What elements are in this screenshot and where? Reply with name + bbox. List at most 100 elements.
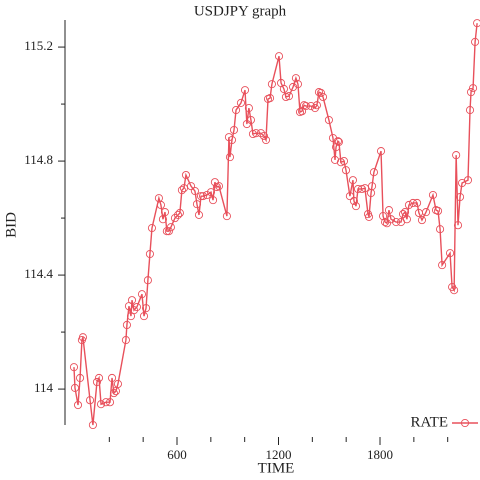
- marker: [222, 212, 231, 221]
- marker: [105, 398, 115, 407]
- marker: [227, 135, 237, 145]
- marker: [452, 151, 461, 160]
- marker: [96, 400, 106, 409]
- marker: [345, 192, 354, 201]
- marker: [306, 102, 316, 111]
- marker: [259, 131, 269, 141]
- marker: [348, 176, 357, 185]
- y-tick-label: 114.8: [24, 152, 53, 167]
- marker: [141, 304, 151, 313]
- y-tick-label: 114: [34, 380, 54, 395]
- marker: [186, 182, 196, 191]
- marker: [78, 333, 87, 342]
- marker: [208, 196, 218, 205]
- marker: [192, 200, 202, 209]
- legend-marker: [460, 418, 470, 428]
- marker: [333, 137, 342, 146]
- marker: [88, 420, 97, 430]
- marker: [274, 52, 284, 61]
- marker: [199, 192, 208, 201]
- marker: [473, 19, 480, 28]
- marker: [364, 212, 374, 221]
- marker: [92, 377, 102, 387]
- marker: [113, 379, 123, 389]
- marker: [279, 84, 288, 94]
- marker: [450, 286, 459, 295]
- marker: [240, 86, 250, 95]
- marker: [194, 210, 204, 219]
- marker: [69, 363, 79, 372]
- marker: [261, 135, 271, 145]
- marker: [244, 104, 253, 113]
- marker: [404, 200, 413, 210]
- marker: [297, 107, 307, 116]
- marker: [139, 312, 149, 321]
- marker: [156, 200, 165, 210]
- marker: [312, 101, 321, 110]
- marker: [107, 373, 117, 383]
- marker: [121, 336, 130, 345]
- marker: [143, 276, 152, 285]
- marker: [214, 182, 224, 191]
- marker: [251, 129, 261, 138]
- marker: [147, 224, 157, 233]
- marker: [291, 74, 300, 83]
- marker: [301, 102, 310, 111]
- marker: [175, 208, 184, 218]
- marker: [158, 215, 168, 224]
- marker: [76, 373, 85, 383]
- marker: [351, 202, 361, 211]
- marker: [160, 208, 170, 217]
- marker: [376, 147, 386, 156]
- marker: [453, 221, 463, 230]
- marker: [248, 129, 258, 139]
- marker: [177, 186, 186, 195]
- marker: [265, 94, 275, 103]
- marker: [463, 176, 473, 185]
- marker: [428, 190, 438, 200]
- marker: [164, 227, 173, 236]
- marker: [173, 210, 183, 219]
- marker: [421, 208, 431, 217]
- marker: [469, 84, 478, 93]
- marker: [408, 198, 418, 208]
- x-tick-label: 600: [167, 447, 187, 462]
- marker: [73, 400, 83, 410]
- legend-label: RATE: [411, 414, 449, 430]
- marker: [236, 98, 245, 107]
- marker: [433, 206, 443, 216]
- marker: [386, 215, 396, 224]
- marker: [331, 143, 341, 152]
- marker: [341, 166, 351, 175]
- marker: [368, 182, 377, 191]
- marker: [256, 129, 265, 138]
- x-tick-label: 1200: [266, 447, 292, 462]
- marker: [132, 302, 141, 312]
- marker: [231, 106, 241, 115]
- marker: [316, 88, 326, 98]
- marker: [94, 373, 104, 383]
- marker: [357, 184, 366, 194]
- marker: [334, 137, 343, 147]
- marker: [225, 153, 235, 162]
- marker: [330, 155, 340, 164]
- marker: [202, 190, 211, 200]
- marker: [436, 225, 445, 234]
- marker: [417, 216, 427, 225]
- chart-title: USDJPY graph: [194, 3, 287, 19]
- marker: [392, 218, 401, 227]
- y-tick-label: 115.2: [24, 38, 53, 53]
- marker: [293, 80, 303, 89]
- marker: [398, 210, 408, 219]
- marker: [137, 290, 147, 299]
- x-tick-label: 1800: [367, 447, 393, 462]
- marker: [349, 196, 359, 206]
- marker: [465, 106, 475, 115]
- marker: [339, 157, 349, 166]
- marker: [127, 296, 137, 305]
- marker: [85, 396, 95, 405]
- marker: [384, 206, 394, 215]
- marker: [438, 261, 447, 270]
